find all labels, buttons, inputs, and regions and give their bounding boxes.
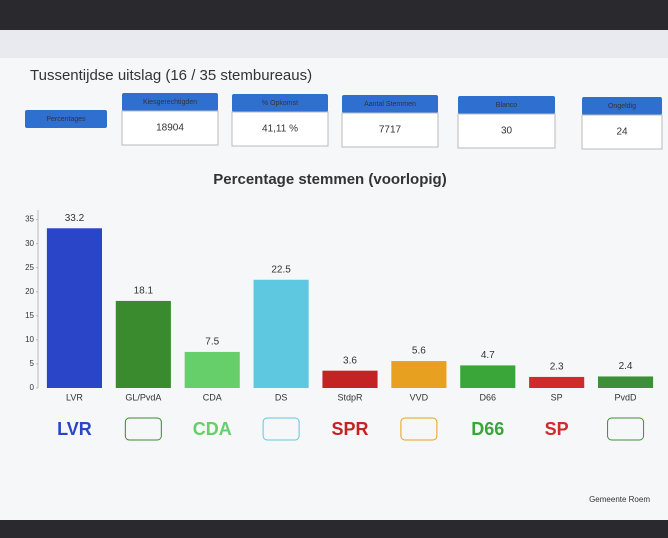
value-label: 2.3: [550, 362, 564, 373]
y-tick-label: 15: [25, 311, 34, 320]
bar: [391, 361, 447, 388]
value-label: 22.5: [271, 264, 291, 275]
screen-area: [0, 30, 668, 520]
value-label: 7.5: [205, 337, 219, 348]
party-logo: SPR: [331, 419, 368, 439]
footer: Gemeente Roem: [589, 495, 650, 504]
x-tick-label: DS: [275, 392, 288, 402]
value-label: 33.2: [65, 213, 85, 224]
x-tick-label: GL/PvdA: [125, 392, 161, 402]
card-value: 18904: [156, 123, 184, 134]
x-tick-label: VVD: [410, 392, 429, 402]
x-tick-label: SP: [551, 392, 563, 402]
y-tick-label: 30: [25, 239, 34, 248]
party-logo: CDA: [193, 419, 232, 439]
x-tick-label: LVR: [66, 392, 83, 402]
party-logo-shape: [262, 417, 300, 441]
card-header: [458, 96, 555, 114]
value-label: 5.6: [412, 346, 426, 357]
value-label: 3.6: [343, 355, 357, 366]
card-label: Aantal Stemmen: [364, 101, 416, 108]
card-label: Blanco: [496, 102, 518, 109]
party-logo: LVR: [57, 419, 92, 439]
card-header: [122, 93, 218, 111]
y-tick-label: 25: [25, 263, 34, 272]
page-title: Tussentijdse uitslag (16 / 35 stembureau…: [30, 67, 312, 84]
card-value: 41,11 %: [262, 124, 298, 135]
y-tick-label: 5: [30, 359, 35, 368]
x-tick-label: CDA: [203, 392, 222, 402]
y-tick-label: 20: [25, 287, 34, 296]
y-tick-label: 0: [30, 383, 35, 392]
card-header: [232, 94, 328, 112]
browser-bar: [0, 30, 668, 58]
bar: [460, 365, 516, 388]
party-logo: D66: [471, 419, 504, 439]
card-label: % Opkomst: [262, 100, 298, 107]
x-tick-label: PvdD: [615, 392, 638, 402]
value-label: 18.1: [134, 286, 154, 297]
party-logo-shape: [607, 417, 645, 441]
card-body: [231, 111, 329, 147]
bar: [46, 228, 102, 388]
card-label: Ongeldig: [608, 103, 636, 110]
value-label: 4.7: [481, 350, 495, 361]
bar: [115, 300, 171, 388]
party-logo-shape: [400, 417, 438, 441]
x-tick-label: StdpR: [337, 392, 363, 402]
card-value: 7717: [379, 125, 402, 136]
bar: [322, 370, 378, 388]
bar: [184, 351, 240, 388]
bar: [529, 376, 585, 388]
card-header: [342, 95, 438, 113]
card-header: [25, 110, 107, 128]
card-body: [341, 112, 439, 148]
bar: [253, 279, 309, 388]
card-body: [581, 114, 663, 150]
card-value: 24: [616, 127, 628, 138]
chart-title: Percentage stemmen (voorlopig): [213, 171, 446, 188]
card-body: [457, 113, 556, 149]
card-label: Kiesgerechtigden: [143, 99, 197, 106]
y-tick-label: 10: [25, 335, 34, 344]
card-label: Percentages: [46, 116, 86, 123]
party-logo-shape: [124, 417, 162, 441]
card-header: [582, 97, 662, 115]
y-tick-label: 35: [25, 215, 34, 224]
bar: [598, 376, 654, 388]
value-label: 2.4: [619, 361, 633, 372]
card-body: [121, 110, 219, 146]
x-tick-label: D66: [480, 392, 497, 402]
card-value: 30: [501, 126, 513, 137]
party-logo: SP: [545, 419, 569, 439]
